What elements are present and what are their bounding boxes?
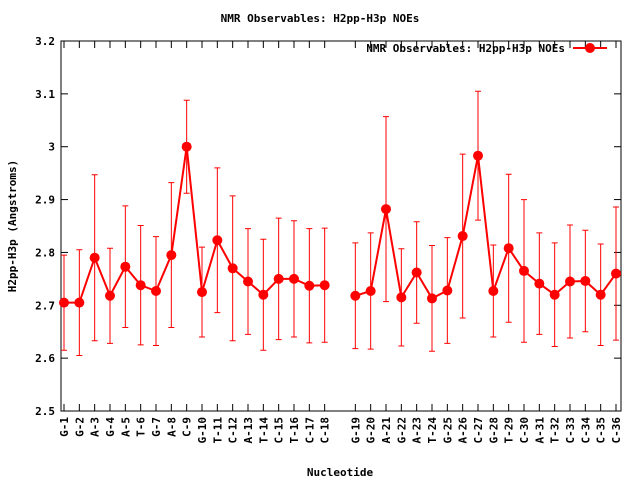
y-tick-label: 2.8 — [35, 246, 55, 259]
data-point — [227, 263, 238, 274]
x-tick-label: G-4 — [104, 417, 117, 437]
x-tick-label: T-24 — [426, 417, 439, 444]
x-tick-label: C-12 — [227, 417, 240, 444]
data-point — [258, 289, 269, 300]
x-tick-label: C-9 — [181, 417, 194, 437]
x-tick-label: A-5 — [119, 417, 132, 437]
data-point — [595, 289, 606, 300]
x-tick-label: C-27 — [472, 417, 485, 444]
data-point — [534, 278, 545, 289]
x-tick-label: G-1 — [58, 417, 71, 437]
x-tick-label: A-26 — [457, 417, 470, 444]
x-tick-label: G-2 — [73, 417, 86, 437]
data-point — [197, 287, 207, 298]
x-tick-label: A-31 — [533, 417, 546, 444]
x-tick-label: C-35 — [595, 417, 608, 444]
x-tick-label: G-28 — [487, 417, 500, 444]
data-point — [519, 265, 529, 276]
data-point — [396, 292, 407, 303]
data-point — [411, 267, 422, 278]
data-point — [319, 280, 330, 291]
x-tick-label: A-8 — [165, 417, 178, 437]
data-point — [105, 290, 115, 301]
x-tick-label: C-33 — [564, 417, 577, 444]
x-axis-label: Nucleotide — [307, 466, 374, 479]
data-point — [89, 252, 100, 263]
data-point — [304, 280, 315, 291]
chart-title: NMR Observables: H2pp-H3p NOEs — [221, 12, 420, 25]
x-tick-label: C-15 — [273, 417, 286, 444]
legend-label: NMR Observables: H2pp-H3p NOEs — [366, 42, 565, 55]
data-point — [442, 285, 453, 296]
data-point — [273, 273, 284, 284]
y-tick-label: 2.5 — [35, 405, 55, 418]
legend-marker — [585, 43, 595, 53]
data-point — [473, 150, 483, 161]
data-point — [212, 235, 223, 246]
x-tick-label: A-3 — [89, 417, 102, 437]
y-tick-label: 3 — [48, 141, 55, 154]
x-tick-label: T-11 — [211, 417, 224, 444]
data-point — [120, 261, 131, 272]
data-point — [350, 290, 361, 301]
x-tick-label: C-18 — [319, 417, 332, 444]
y-axis-label: H2pp-H3p (Angstroms) — [6, 160, 19, 292]
data-point — [427, 293, 437, 304]
data-point — [365, 286, 376, 297]
x-tick-label: A-13 — [242, 417, 255, 444]
y-tick-label: 2.6 — [35, 352, 55, 365]
x-tick-label: G-7 — [150, 417, 163, 437]
data-point — [565, 276, 575, 287]
x-tick-label: C-36 — [610, 417, 623, 444]
x-tick-label: G-22 — [395, 417, 408, 444]
data-point — [580, 275, 591, 286]
x-tick-label: T-6 — [135, 417, 148, 437]
x-tick-label: T-16 — [288, 417, 301, 444]
data-point — [381, 204, 391, 215]
x-tick-label: G-25 — [441, 417, 454, 444]
y-tick-label: 3.2 — [35, 35, 55, 48]
data-point — [488, 286, 499, 297]
plot-frame — [60, 40, 622, 412]
x-tick-label: T-14 — [257, 417, 270, 444]
data-point — [151, 286, 161, 297]
data-point — [457, 231, 468, 242]
x-tick-label: C-17 — [303, 417, 316, 444]
data-point — [166, 250, 177, 261]
x-tick-label: T-32 — [549, 417, 562, 444]
data-point — [289, 273, 299, 284]
data-point — [243, 276, 253, 287]
y-tick-label: 3.1 — [35, 88, 55, 101]
x-tick-label: T-29 — [503, 417, 516, 444]
x-tick-label: A-21 — [380, 417, 393, 444]
x-tick-label: C-34 — [579, 417, 592, 444]
x-tick-label: G-19 — [349, 417, 362, 444]
x-tick-label: G-10 — [196, 417, 209, 444]
y-tick-label: 2.7 — [35, 299, 55, 312]
data-point — [59, 297, 69, 308]
x-tick-label: C-30 — [518, 417, 531, 444]
y-tick-label: 2.9 — [35, 194, 55, 207]
data-point — [74, 297, 85, 308]
data-point — [503, 243, 514, 254]
data-point — [181, 141, 192, 152]
data-point — [611, 268, 621, 279]
x-tick-label: A-23 — [411, 417, 424, 444]
data-point — [549, 289, 560, 300]
x-tick-label: G-20 — [365, 417, 378, 444]
data-point — [135, 280, 146, 291]
